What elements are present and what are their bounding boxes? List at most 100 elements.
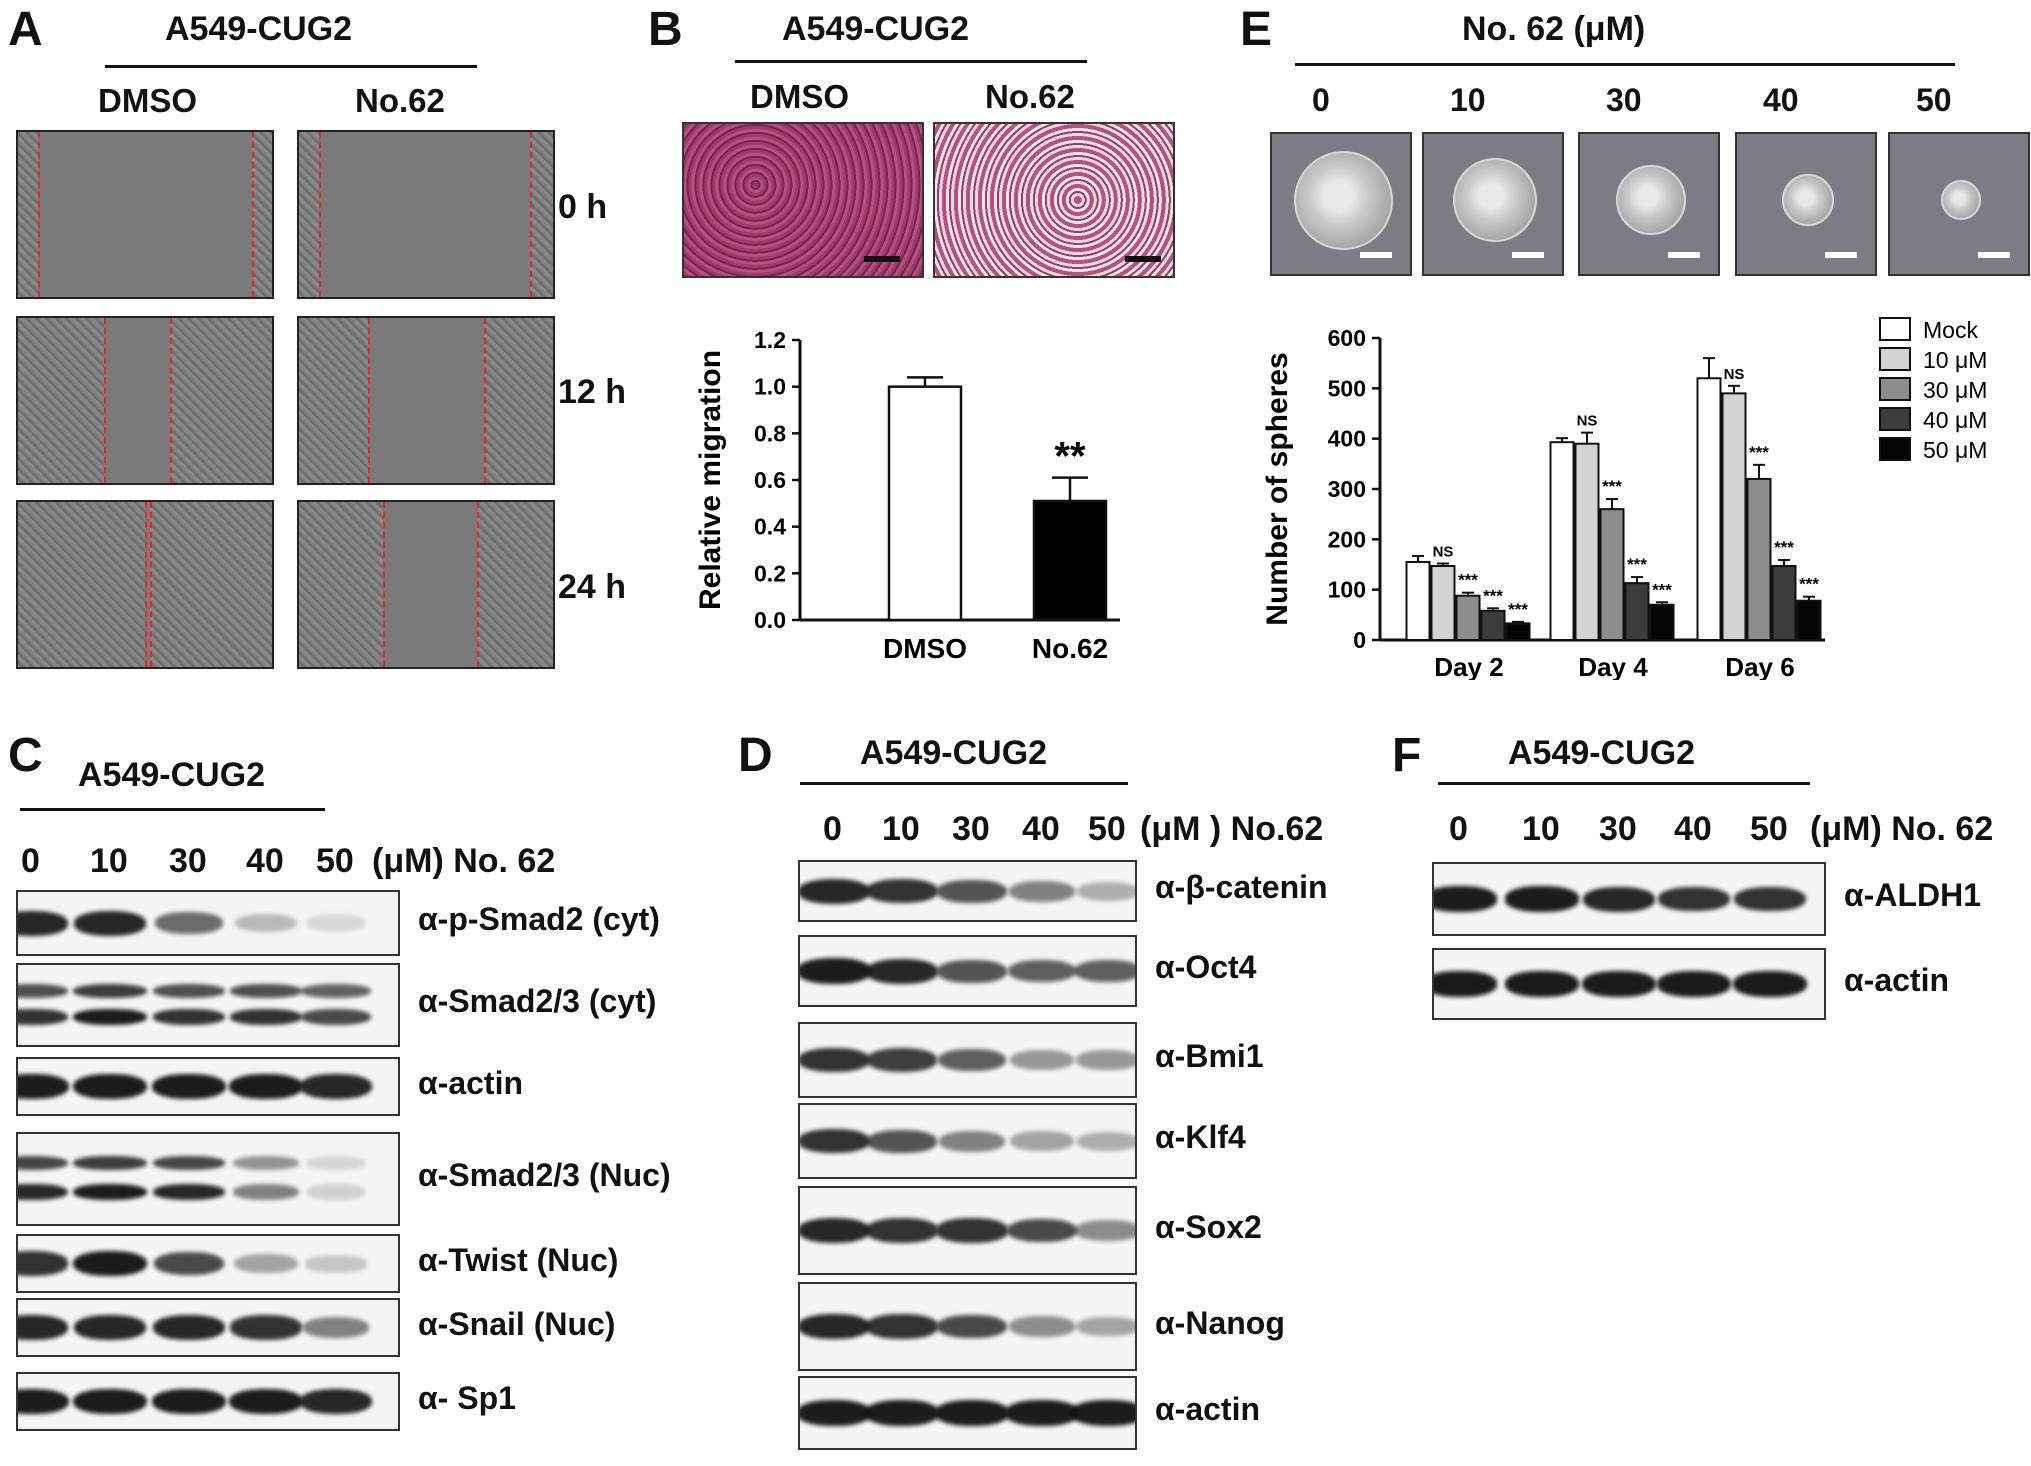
legend-swatch (1879, 377, 1911, 401)
cell-monolayer-right (530, 132, 553, 297)
legend-swatch (1879, 317, 1911, 341)
sphere-image-50um (1888, 132, 2030, 276)
wound-image-no62-12h (297, 316, 555, 485)
wound-edge-line (104, 318, 107, 483)
blot-actin (1432, 948, 1826, 1020)
panel-a-col-no62: No.62 (355, 82, 445, 119)
blot-band (1733, 971, 1807, 997)
blot-band (1734, 886, 1806, 912)
blot-band (18, 984, 68, 999)
sphere-image-0um (1270, 132, 1412, 276)
panel-d-header-line (800, 782, 1128, 785)
blot-label: α-Snail (Nuc) (418, 1305, 616, 1342)
blot-band (800, 878, 871, 904)
blot-band (1582, 886, 1656, 912)
bar (1721, 392, 1747, 641)
blot-band (1505, 971, 1579, 997)
blot-band (939, 1130, 1005, 1152)
y-tick-label: 0.2 (754, 560, 786, 586)
significance-marker: *** (1602, 477, 1622, 496)
tumor-sphere (1940, 179, 1982, 221)
dose-label-40: 40 (246, 842, 284, 880)
blot-band (152, 1388, 226, 1415)
bar (1796, 599, 1822, 641)
blot-band (937, 1314, 1007, 1339)
dose-label-30: 30 (169, 842, 207, 880)
blot-band (234, 1253, 298, 1274)
migration-bar-chart: 0.0 0.2 0.4 0.6 0.8 1.0 1.2 Relative migration D… (694, 327, 1120, 664)
significance-marker: *** (1652, 580, 1672, 599)
y-axis-label: Relative migration (694, 350, 727, 610)
blot-band (800, 1400, 871, 1426)
transwell-image-no62 (933, 122, 1175, 278)
y-tick-label: 500 (1328, 375, 1366, 401)
bar-dmso (887, 385, 963, 622)
blot-band (1009, 880, 1075, 902)
bar (1771, 565, 1797, 642)
blot-band (152, 1315, 226, 1340)
blot-band (800, 1128, 870, 1154)
blot-band (1076, 881, 1135, 901)
blot-band (1007, 959, 1077, 983)
y-tick-label: 0.8 (754, 420, 786, 446)
panel-a-header-line (105, 65, 477, 68)
bar (1696, 377, 1722, 642)
blot-band (1010, 1131, 1074, 1151)
bar (1649, 603, 1675, 641)
bar (1455, 594, 1481, 641)
panel-e-header-line (1295, 63, 1955, 66)
blot-band (229, 1073, 303, 1100)
legend-swatch (1879, 347, 1911, 371)
panel-c-header-line (20, 808, 325, 811)
legend-label: 50 μM (1923, 437, 1987, 463)
legend-label: 10 μM (1923, 347, 1987, 373)
wound-edge-line (145, 502, 147, 667)
bar (1480, 609, 1506, 642)
wound-image-dmso-0h (16, 130, 274, 299)
blot-band (73, 910, 147, 936)
blot-label: α-Smad2/3 (Nuc) (418, 1157, 671, 1193)
wound-edge-line (150, 502, 153, 667)
bar (1746, 477, 1772, 641)
dose-label-40: 40 (1022, 810, 1060, 848)
blot-band (305, 1254, 367, 1273)
dose-label-0: 0 (1312, 82, 1330, 118)
scale-bar (1125, 256, 1161, 262)
blot-label: α-Klf4 (1155, 1119, 1246, 1155)
y-tick-label: 400 (1328, 426, 1366, 452)
cell-monolayer-right (170, 318, 272, 483)
significance-marker: *** (1458, 571, 1478, 590)
wound-edge-line (476, 502, 479, 667)
blot-label: α-Twist (Nuc) (418, 1241, 619, 1278)
sphere-image-40um (1735, 132, 1877, 276)
dose-label-40: 40 (1763, 82, 1799, 118)
blot-band (937, 959, 1007, 983)
blot-actin (16, 1057, 400, 1116)
transwell-image-dmso (682, 122, 924, 278)
x-tick-label: DMSO (883, 633, 967, 664)
significance-marker: *** (1508, 600, 1528, 619)
cell-monolayer-left (299, 132, 320, 297)
y-tick-label: 200 (1328, 526, 1366, 552)
blot-band (800, 1314, 871, 1339)
blot-label: α-Smad2/3 (cyt) (418, 983, 657, 1019)
panel-label-f: F (1392, 729, 1422, 782)
blot-klf4 (798, 1103, 1137, 1179)
blot-band (936, 1218, 1008, 1243)
blot-band (1075, 1050, 1135, 1070)
blot-band (865, 958, 939, 984)
scale-bar (1978, 252, 2010, 258)
blot-band (235, 913, 297, 933)
blot-band (1582, 971, 1656, 997)
dose-label-40: 40 (1674, 810, 1712, 848)
dose-label-50: 50 (316, 842, 354, 880)
blot-label: α-actin (418, 1064, 524, 1101)
panel-b-col-dmso: DMSO (750, 78, 849, 115)
blot-band (233, 1155, 299, 1170)
blot-band (1505, 886, 1579, 912)
x-tick-label: Day 6 (1725, 652, 1794, 680)
panel-f-header: A549-CUG2 (1508, 734, 1696, 772)
blot-band (800, 1047, 870, 1073)
blot-band (866, 1314, 938, 1339)
